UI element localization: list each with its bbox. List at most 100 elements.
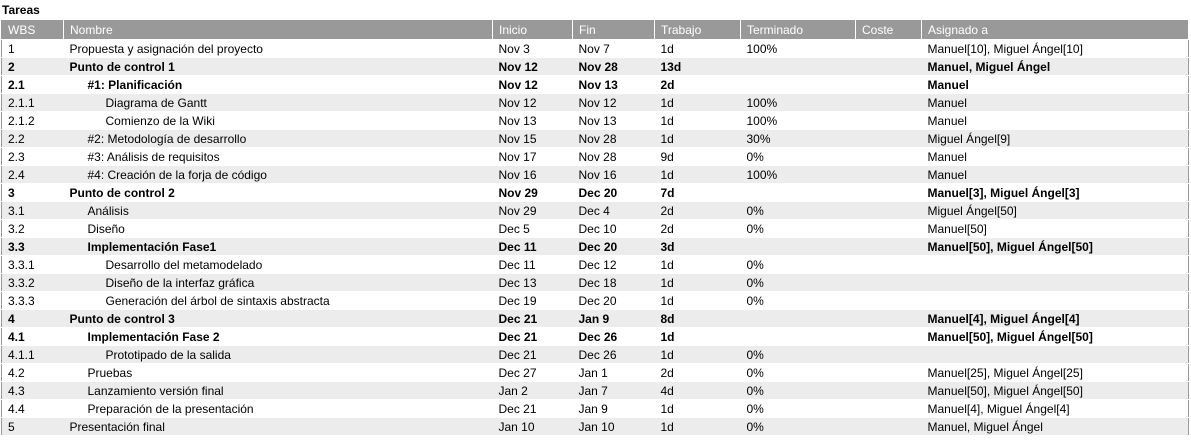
cell-done: 0%	[740, 381, 856, 400]
task-name-label: Prototipado de la salida	[105, 347, 231, 362]
table-row[interactable]: 4.4 Preparación de la presentación Dec 21 J…	[1, 399, 1189, 418]
table-row[interactable]: 3.1 Análisis Nov 29 Dec 4 2d 0% Miguel Ángel[5…	[1, 201, 1189, 220]
table-row[interactable]: 2.3 #3: Análisis de requisitos Nov 17 Nov 2…	[1, 147, 1189, 166]
cell-done: 0%	[740, 363, 856, 382]
table-row[interactable]: 3.3 Implementación Fase1 Dec 11 Dec 20 3d Man…	[1, 237, 1189, 256]
column-header-cost[interactable]: Coste	[855, 20, 922, 40]
task-name-label: #1: Planificación	[87, 77, 183, 92]
column-header-done[interactable]: Terminado	[740, 20, 856, 40]
table-row[interactable]: 2 Punto de control 1 Nov 12 Nov 28 13d Manuel…	[1, 57, 1189, 76]
cell-done: 0%	[740, 201, 856, 220]
cell-work: 2d	[654, 201, 741, 220]
cell-wbs: 3	[1, 183, 64, 202]
table-row[interactable]: 1 Propuesta y asignación del proyecto Nov …	[1, 39, 1189, 58]
cell-wbs: 4.2	[1, 363, 64, 382]
task-name-label: #4: Creación de la forja de código	[87, 167, 267, 182]
cell-end: Dec 10	[572, 219, 655, 238]
cell-done: 30%	[740, 129, 856, 148]
table-row[interactable]: 3.2 Diseño Dec 5 Dec 10 2d 0% Manuel[50]	[1, 219, 1189, 238]
cell-end: Dec 26	[572, 345, 655, 364]
table-row[interactable]: 2.1.1 Diagrama de Gantt Nov 12 Nov 12 1d 100%…	[1, 93, 1189, 112]
cell-start: Jan 2	[492, 381, 573, 400]
cell-end: Dec 12	[572, 255, 655, 274]
cell-done: 0%	[740, 399, 856, 418]
cell-name: Desarrollo del metamodelado	[63, 255, 493, 274]
cell-cost	[855, 327, 922, 346]
cell-assigned: Manuel[4], Miguel Ángel[4]	[921, 309, 1189, 328]
cell-work: 1d	[654, 417, 741, 436]
cell-start: Nov 16	[492, 165, 573, 184]
cell-wbs: 2.2	[1, 129, 64, 148]
table-row[interactable]: 2.2 #2: Metodología de desarrollo Nov 15 No…	[1, 129, 1189, 148]
table-row[interactable]: 2.1.2 Comienzo de la Wiki Nov 13 Nov 13 1d 10…	[1, 111, 1189, 130]
table-row[interactable]: 4 Punto de control 3 Dec 21 Jan 9 8d Manuel[4…	[1, 309, 1189, 328]
column-header-end[interactable]: Fin	[572, 20, 655, 40]
cell-start: Nov 29	[492, 201, 573, 220]
cell-name: Lanzamiento versión final	[63, 381, 493, 400]
cell-name: Implementación Fase 2	[63, 327, 493, 346]
cell-assigned	[921, 255, 1189, 274]
column-header-work[interactable]: Trabajo	[654, 20, 741, 40]
task-name-label: Presentación final	[69, 419, 165, 434]
cell-assigned: Manuel[3], Miguel Ángel[3]	[921, 183, 1189, 202]
cell-assigned	[921, 345, 1189, 364]
cell-name: Propuesta y asignación del proyecto	[63, 39, 493, 58]
column-header-name[interactable]: Nombre	[63, 20, 493, 40]
table-row[interactable]: 3.3.1 Desarrollo del metamodelado Dec 11 De…	[1, 255, 1189, 274]
cell-wbs: 2.1.2	[1, 111, 64, 130]
cell-end: Jan 1	[572, 363, 655, 382]
task-name-label: Implementación Fase1	[87, 239, 217, 254]
task-name-label: Punto de control 3	[69, 311, 175, 326]
cell-wbs: 3.2	[1, 219, 64, 238]
cell-end: Nov 28	[572, 147, 655, 166]
cell-work: 4d	[654, 381, 741, 400]
cell-wbs: 4	[1, 309, 64, 328]
cell-work: 3d	[654, 237, 741, 256]
table-row[interactable]: 4.3 Lanzamiento versión final Jan 2 Jan 7 4d…	[1, 381, 1189, 400]
cell-done	[740, 237, 856, 256]
table-row[interactable]: 3 Punto de control 2 Nov 29 Dec 20 7d Manuel[…	[1, 183, 1189, 202]
cell-cost	[855, 237, 922, 256]
table-row[interactable]: 2.1 #1: Planificación Nov 12 Nov 13 2d Manuel	[1, 75, 1189, 94]
cell-name: Implementación Fase1	[63, 237, 493, 256]
cell-cost	[855, 165, 922, 184]
cell-name: Punto de control 2	[63, 183, 493, 202]
cell-done: 0%	[740, 255, 856, 274]
cell-done	[740, 183, 856, 202]
task-name-label: Generación del árbol de sintaxis abstrac…	[105, 293, 330, 308]
cell-cost	[855, 381, 922, 400]
table-row[interactable]: 2.4 #4: Creación de la forja de código Nov…	[1, 165, 1189, 184]
column-header-start[interactable]: Inicio	[492, 20, 573, 40]
cell-name: Comienzo de la Wiki	[63, 111, 493, 130]
cell-name: Diagrama de Gantt	[63, 93, 493, 112]
cell-assigned: Manuel[4], Miguel Ángel[4]	[921, 399, 1189, 418]
cell-done: 0%	[740, 345, 856, 364]
column-header-wbs[interactable]: WBS	[1, 20, 64, 40]
cell-done: 100%	[740, 111, 856, 130]
cell-name: #1: Planificación	[63, 75, 493, 94]
cell-cost	[855, 255, 922, 274]
task-name-label: Pruebas	[87, 365, 133, 380]
cell-done: 100%	[740, 39, 856, 58]
cell-wbs: 2.4	[1, 165, 64, 184]
cell-done: 0%	[740, 291, 856, 310]
cell-wbs: 4.1	[1, 327, 64, 346]
table-row[interactable]: 4.1.1 Prototipado de la salida Dec 21 Dec 2…	[1, 345, 1189, 364]
column-header-assigned[interactable]: Asignado a	[921, 20, 1189, 40]
table-row[interactable]: 4.1 Implementación Fase 2 Dec 21 Dec 26 1d Ma…	[1, 327, 1189, 346]
table-row[interactable]: 4.2 Pruebas Dec 27 Jan 1 2d 0% Manuel[25], Mig…	[1, 363, 1189, 382]
cell-work: 13d	[654, 57, 741, 76]
cell-work: 1d	[654, 291, 741, 310]
cell-assigned: Manuel[25], Miguel Ángel[25]	[921, 363, 1189, 382]
cell-wbs: 2.1	[1, 75, 64, 94]
table-row[interactable]: 3.3.2 Diseño de la interfaz gráfica Dec 13…	[1, 273, 1189, 292]
cell-start: Dec 21	[492, 399, 573, 418]
table-row[interactable]: 5 Presentación final Jan 10 Jan 10 1d 0% Manue…	[1, 417, 1189, 436]
cell-name: Diseño de la interfaz gráfica	[63, 273, 493, 292]
cell-wbs: 4.4	[1, 399, 64, 418]
cell-assigned: Manuel	[921, 93, 1189, 112]
cell-cost	[855, 147, 922, 166]
cell-assigned: Miguel Ángel[50]	[921, 201, 1189, 220]
table-row[interactable]: 3.3.3 Generación del árbol de sintaxis ab…	[1, 291, 1189, 310]
cell-name: Punto de control 3	[63, 309, 493, 328]
